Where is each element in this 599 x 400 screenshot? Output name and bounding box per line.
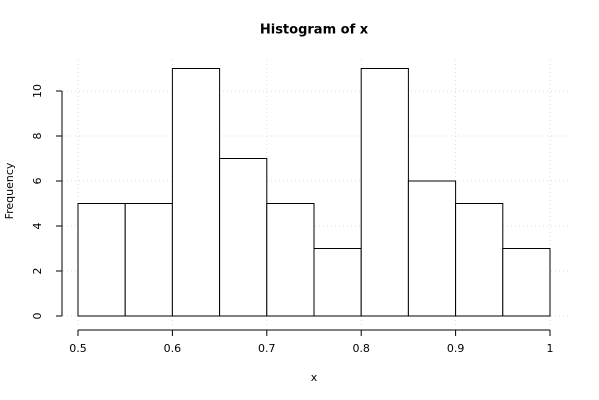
x-tick-label: 1: [547, 342, 554, 355]
x-tick-label: 0.5: [69, 342, 87, 355]
bar: [313, 248, 362, 317]
y-tick-label: 4: [31, 223, 44, 230]
x-tick-label: 0.9: [447, 342, 465, 355]
x-tick-label: 0.8: [352, 342, 370, 355]
bar: [171, 68, 221, 317]
y-tick-label: 10: [31, 84, 44, 98]
x-tick-label: 0.6: [164, 342, 182, 355]
y-tick-label: 2: [31, 268, 44, 275]
y-axis-label: Frequency: [3, 162, 16, 219]
bar: [77, 203, 126, 317]
y-tick-label: 6: [31, 178, 44, 185]
bar: [360, 68, 409, 317]
bar: [124, 203, 173, 317]
x-axis-label: x: [311, 371, 318, 384]
bar: [455, 203, 504, 317]
y-tick-label: 0: [31, 313, 44, 320]
chart-title: Histogram of x: [260, 23, 369, 38]
x-tick-label: 0.7: [258, 342, 276, 355]
y-tick-label: 8: [31, 133, 44, 140]
bar: [407, 180, 457, 317]
bar: [219, 158, 268, 317]
bar: [502, 248, 551, 317]
bar: [266, 203, 315, 317]
